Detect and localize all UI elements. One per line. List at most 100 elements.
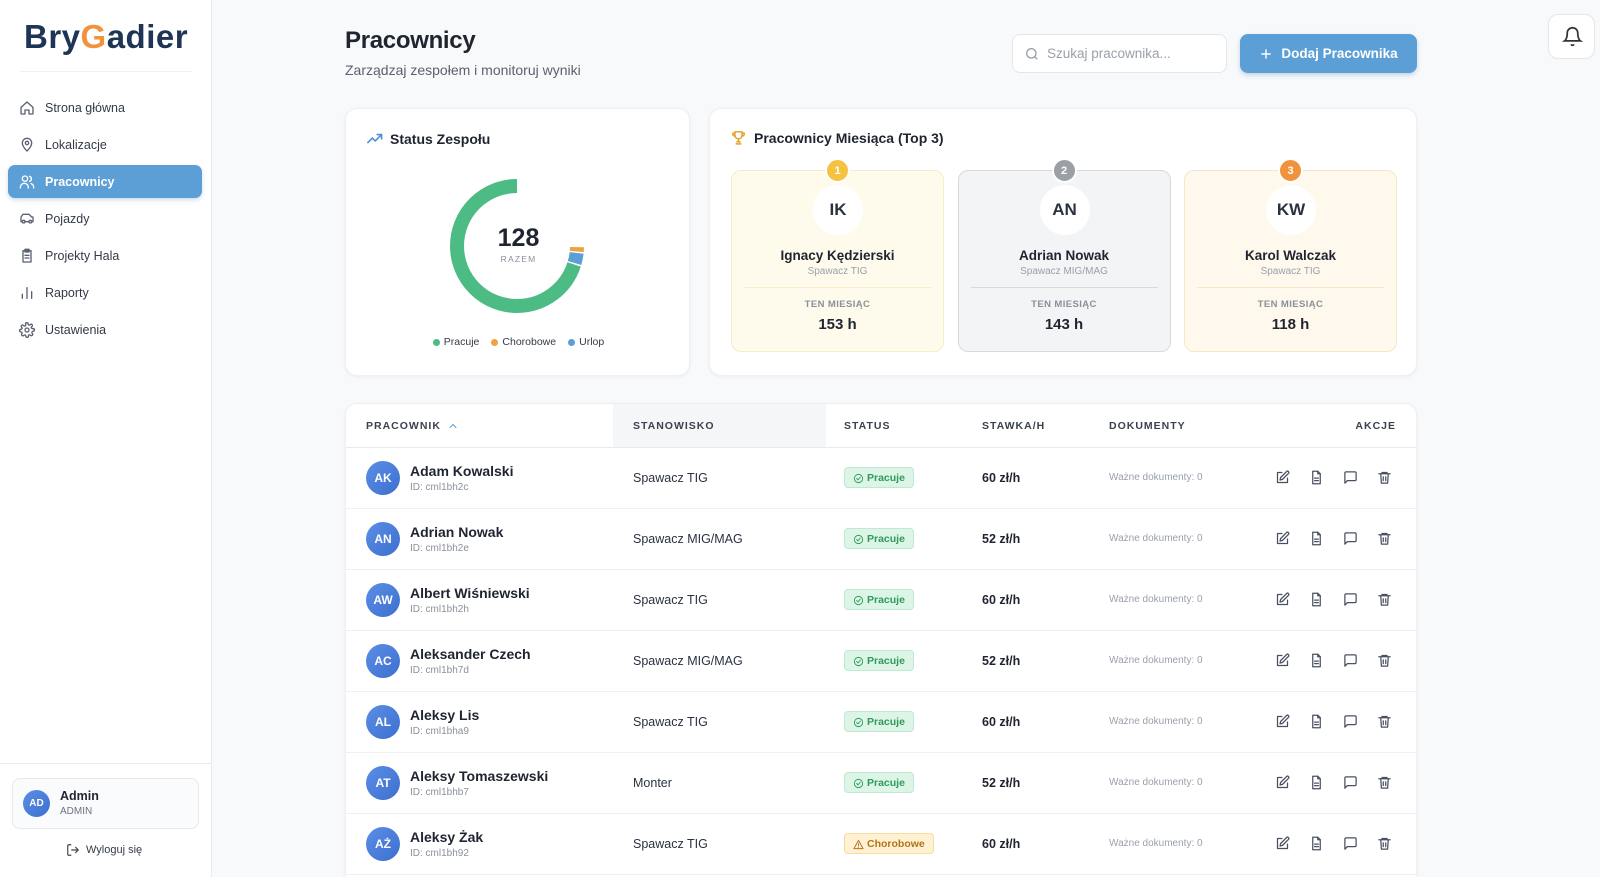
edit-button[interactable] (1275, 836, 1291, 852)
delete-button[interactable] (1377, 653, 1393, 669)
top3-card: Pracownicy Miesiąca (Top 3) IK Ignacy Kęd… (709, 108, 1417, 376)
table-row[interactable]: AN Adrian Nowak ID: cml1bh2e Spawacz MIG/MA… (346, 509, 1416, 570)
delete-button[interactable] (1377, 775, 1393, 791)
status-title: Status Zespołu (390, 131, 491, 147)
action-icon-path (1314, 592, 1321, 604)
top3-person-card[interactable]: AN Adrian Nowak Spawacz MIG/MAG TEN MIESIĄC… (957, 170, 1171, 352)
employee-table: PRACOWNIK STANOWISKO STATUS STAWKA/H DOKUMEN… (345, 403, 1417, 877)
status-chip: Pracuje (844, 650, 914, 671)
edit-button[interactable] (1275, 714, 1291, 730)
employee-rate: 52 zł/h (982, 532, 1021, 546)
nav-item[interactable]: Lokalizacje (8, 128, 202, 161)
person-hours: 118 h (1271, 316, 1310, 333)
table-row[interactable]: AW Albert Wiśniewski ID: cml1bh2h Spawacz T… (346, 570, 1416, 631)
message-button[interactable] (1343, 653, 1359, 669)
message-button[interactable] (1343, 836, 1359, 852)
status-icon-path (856, 537, 861, 542)
legend-item: Pracuje (432, 336, 480, 348)
action-icon-path (1344, 776, 1357, 789)
status-icon-path (853, 595, 864, 606)
employee-rate: 60 zł/h (982, 471, 1021, 485)
documents-button[interactable] (1309, 775, 1325, 791)
column-header: AKCJE (1355, 419, 1396, 432)
edit-button[interactable] (1275, 470, 1291, 486)
table-row[interactable]: AL Aleksy Lis ID: cml1bha9 Spawacz TIG Pracu… (346, 692, 1416, 753)
status-icon-path (853, 839, 864, 850)
donut-total-label: RAZEM (500, 254, 537, 264)
user-card[interactable]: AD Admin ADMIN (12, 778, 199, 829)
bell-icon (1562, 26, 1583, 47)
employee-id: ID: cml1bh7d (410, 665, 469, 676)
nav-item[interactable]: Strona główna (8, 91, 202, 124)
action-icon (1378, 715, 1391, 728)
status-label: Pracuje (867, 471, 905, 484)
status-icon (853, 534, 864, 545)
logo[interactable]: BryGadier (24, 18, 188, 56)
employee-documents: Ważne dokumenty: 0 (1109, 838, 1203, 849)
sorted-column-bg (613, 404, 826, 447)
search-box[interactable]: Szukaj pracownika... (1012, 34, 1227, 73)
status-icon-path (856, 659, 861, 664)
top3-person-card[interactable]: IK Ignacy Kędzierski Spawacz TIG TEN MIESIĄ… (731, 170, 944, 352)
nav-icon (21, 287, 33, 299)
nav-icon-path (22, 248, 32, 263)
nav-item[interactable]: Ustawienia (8, 313, 202, 346)
employee-documents: Ważne dokumenty: 0 (1109, 472, 1203, 483)
table-row[interactable]: AŻ Aleksy Żak ID: cml1bh92 Spawacz TIG Choro… (346, 814, 1416, 875)
edit-button[interactable] (1275, 653, 1291, 669)
message-button[interactable] (1343, 592, 1359, 608)
nav-item[interactable]: Raporty (8, 276, 202, 309)
person-avatar: IK (813, 185, 863, 235)
employee-name: Aleksander Czech (410, 646, 531, 662)
action-icon-path (1378, 837, 1391, 850)
delete-button[interactable] (1377, 714, 1393, 730)
documents-button[interactable] (1309, 531, 1325, 547)
documents-button[interactable] (1309, 592, 1325, 608)
table-row[interactable]: AT Aleksy Tomaszewski ID: cml1bhb7 Monter Pr… (346, 753, 1416, 814)
message-button[interactable] (1343, 470, 1359, 486)
nav-icon (22, 248, 32, 263)
documents-button[interactable] (1309, 836, 1325, 852)
edit-button[interactable] (1275, 775, 1291, 791)
message-button[interactable] (1343, 775, 1359, 791)
logout-button[interactable]: Wyloguj się (66, 843, 142, 857)
documents-button[interactable] (1309, 470, 1325, 486)
message-button[interactable] (1343, 531, 1359, 547)
add-button[interactable]: Dodaj Pracownika (1240, 34, 1417, 73)
nav-item[interactable]: Pracownicy (8, 165, 202, 198)
nav-item[interactable]: Pojazdy (8, 202, 202, 235)
nav-label: Lokalizacje (45, 137, 107, 152)
legend-label: Pracuje (443, 336, 480, 348)
documents-button[interactable] (1309, 653, 1325, 669)
status-chip: Pracuje (844, 467, 914, 488)
edit-button[interactable] (1275, 592, 1291, 608)
delete-button[interactable] (1377, 836, 1393, 852)
table-row[interactable]: AC Aleksander Czech ID: cml1bh7d Spawacz MI… (346, 631, 1416, 692)
employee-rate: 60 zł/h (982, 837, 1021, 851)
status-icon-path (853, 717, 864, 728)
nav-item[interactable]: Projekty Hala (8, 239, 202, 272)
column-header[interactable]: PRACOWNIK (366, 404, 459, 447)
action-icon (1378, 776, 1391, 789)
delete-button[interactable] (1377, 592, 1393, 608)
logout-icon (67, 844, 80, 856)
delete-button[interactable] (1377, 470, 1393, 486)
message-button[interactable] (1343, 714, 1359, 730)
status-chip: Pracuje (844, 528, 914, 549)
documents-button[interactable] (1309, 714, 1325, 730)
legend-item: Urlop (568, 336, 604, 348)
person-position: Spawacz TIG (1260, 266, 1321, 277)
table-row[interactable]: AK Adam Kowalski ID: cml1bh2c Spawacz TIG Pr… (346, 448, 1416, 509)
nav-icon-path (28, 175, 35, 189)
status-icon-path (853, 778, 864, 789)
trend-icon (366, 133, 383, 144)
delete-button[interactable] (1377, 531, 1393, 547)
nav-label: Pracownicy (45, 174, 115, 189)
nav-label: Pojazdy (45, 211, 90, 226)
top3-person-card[interactable]: KW Karol Walczak Spawacz TIG TEN MIESIĄC 118… (1184, 170, 1397, 352)
nav-icon-path (20, 101, 34, 115)
action-icon-path (1276, 715, 1289, 728)
notifications-button[interactable] (1548, 14, 1595, 59)
edit-button[interactable] (1275, 531, 1291, 547)
